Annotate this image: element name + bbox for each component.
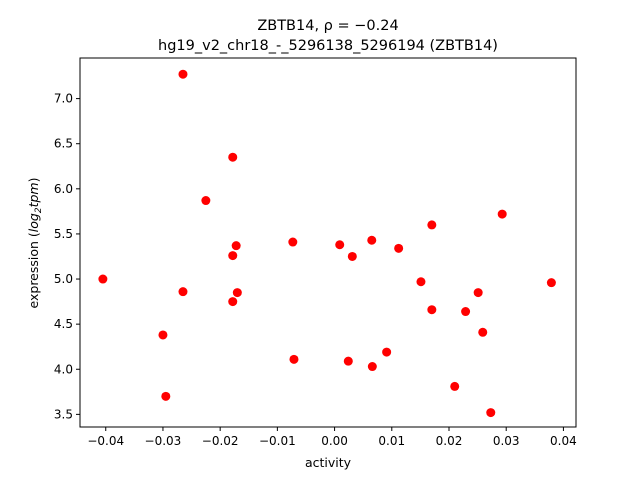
x-tick-label: −0.03 [145, 434, 182, 448]
data-point [158, 330, 168, 340]
y-tick-label: 5.5 [54, 227, 73, 241]
x-axis-label: activity [305, 455, 352, 470]
x-tick-label: 0.00 [321, 434, 348, 448]
x-axis: −0.04 −0.03 −0.02 −0.01 0.00 0.01 0.02 0.03 0.04 [87, 427, 577, 448]
data-point [228, 251, 238, 261]
data-point [394, 243, 404, 253]
y-tick-label: 4.0 [54, 362, 73, 376]
data-point [288, 237, 298, 247]
y-tick-label: 4.5 [54, 317, 73, 331]
x-tick-label: 0.03 [493, 434, 520, 448]
data-point [416, 277, 426, 287]
data-point [486, 408, 496, 418]
x-tick-label: 0.02 [436, 434, 463, 448]
data-point [427, 220, 437, 230]
data-point [335, 240, 345, 250]
chart-title-line1: ZBTB14, ρ = −0.24 [257, 18, 398, 34]
y-axis-label-subscript: 2 [34, 207, 44, 213]
y-tick-label: 3.5 [54, 407, 73, 421]
x-tick-label: −0.04 [87, 434, 124, 448]
y-tick-label: 6.0 [54, 182, 73, 196]
data-point [497, 209, 507, 219]
y-axis-label-prefix: expression ( [26, 232, 41, 308]
data-point [343, 356, 353, 366]
y-tick-label: 6.5 [54, 137, 73, 151]
data-point [228, 152, 238, 162]
data-point [382, 347, 392, 357]
y-axis-label-suffix: ) [26, 178, 41, 183]
chart-title-line2: hg19_v2_chr18_-_5296138_5296194 (ZBTB14) [158, 38, 498, 54]
y-tick-label: 5.0 [54, 272, 73, 286]
data-point [98, 274, 108, 284]
data-point [201, 196, 211, 206]
data-point [232, 288, 242, 298]
data-point [347, 251, 357, 261]
data-point [228, 297, 238, 307]
data-point [461, 307, 471, 317]
data-point [367, 362, 377, 372]
data-point [450, 381, 460, 391]
y-axis-label-math: log [26, 213, 41, 232]
plot-area-frame [79, 57, 577, 428]
data-point [367, 235, 377, 245]
y-tick-label: 7.0 [54, 92, 73, 106]
data-points [98, 69, 556, 418]
data-point [161, 391, 171, 401]
y-axis: 3.5 4.0 4.5 5.0 5.5 6.0 6.5 7.0 [54, 92, 80, 421]
y-axis-label-math2: tpm [26, 182, 41, 207]
x-tick-label: −0.01 [259, 434, 296, 448]
data-point [289, 354, 299, 364]
data-point [478, 327, 488, 337]
data-point [546, 278, 556, 288]
data-point [231, 241, 241, 251]
data-point [178, 287, 188, 297]
y-axis-label: expression (log2tpm) [26, 178, 44, 309]
data-point [473, 288, 483, 298]
x-tick-label: 0.04 [550, 434, 577, 448]
data-point [178, 69, 188, 79]
data-point [427, 305, 437, 315]
x-tick-label: 0.01 [378, 434, 405, 448]
x-tick-label: −0.02 [202, 434, 239, 448]
